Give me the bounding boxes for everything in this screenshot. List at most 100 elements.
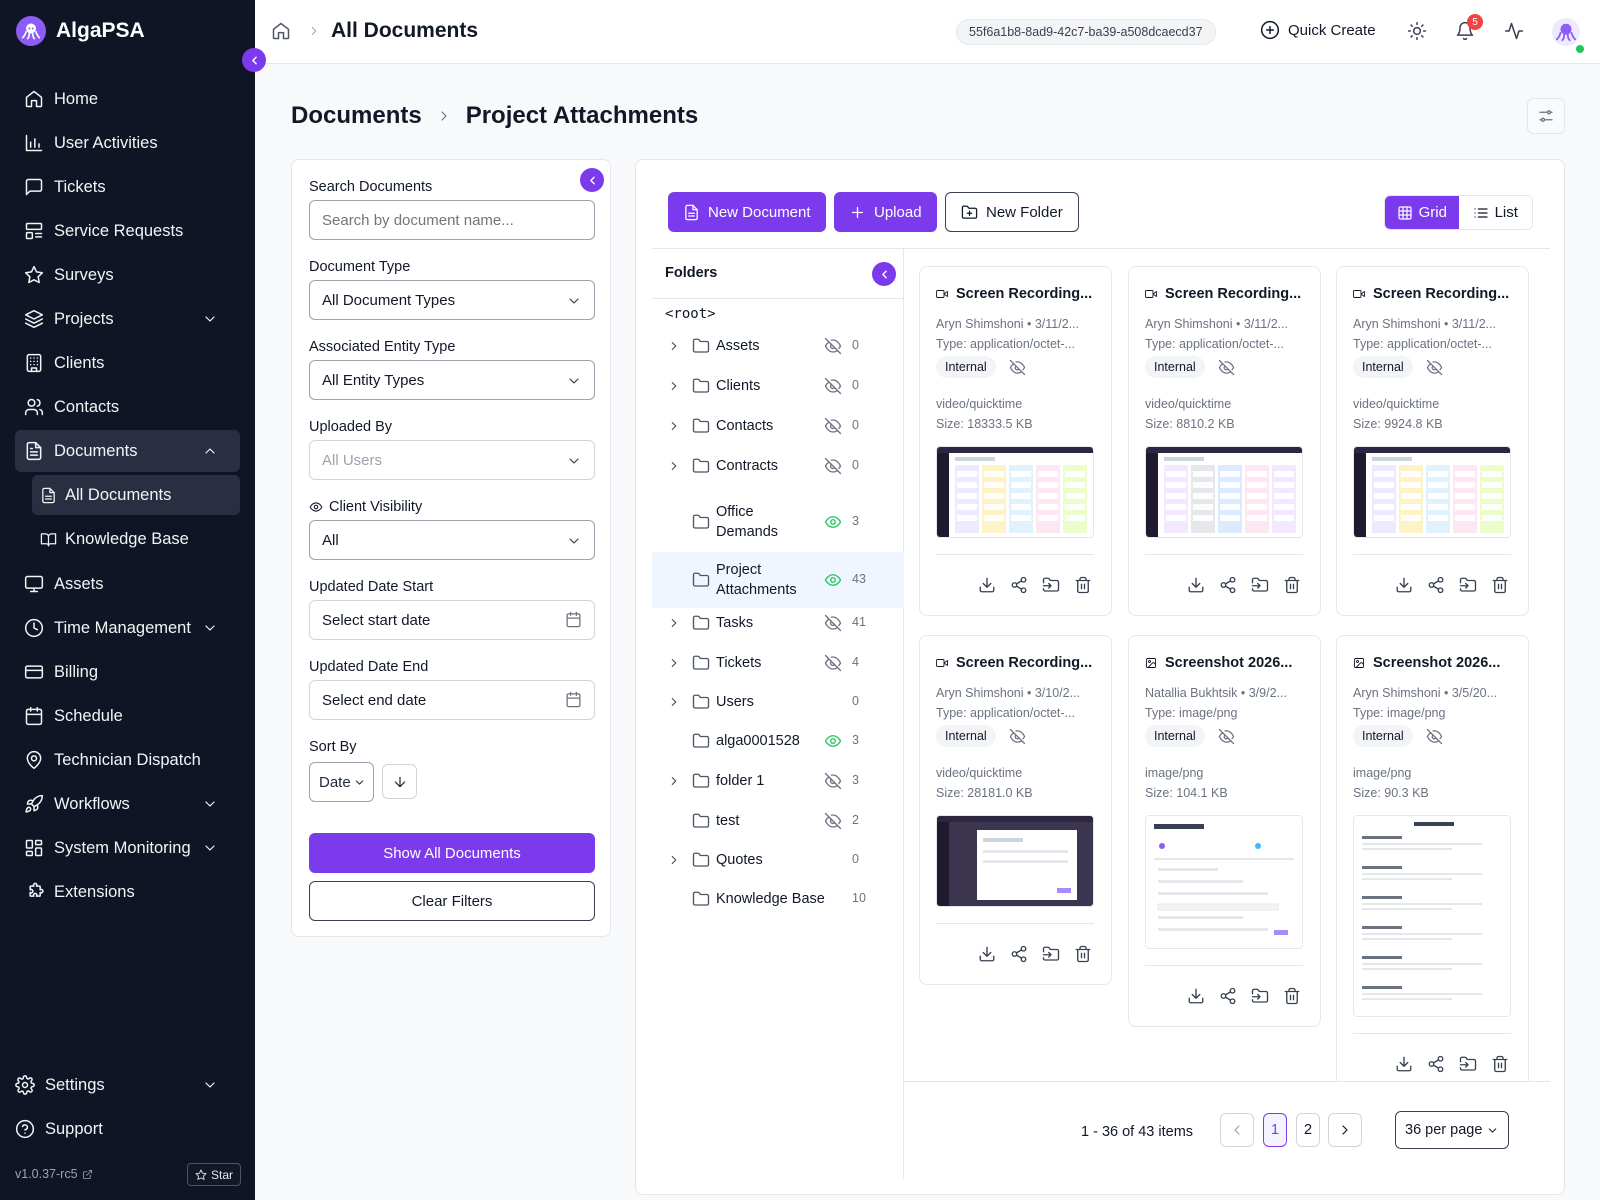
delete-button[interactable] (1074, 576, 1092, 594)
github-star-button[interactable]: Star (187, 1163, 242, 1186)
folder-item[interactable]: Office Demands 3 (652, 494, 904, 550)
header-home-button[interactable] (271, 21, 291, 41)
document-card[interactable]: Screen Recording... Aryn Shimshoni • 3/11… (1128, 266, 1321, 616)
move-button[interactable] (1459, 576, 1477, 594)
document-thumbnail[interactable] (1145, 815, 1303, 949)
share-button[interactable] (1010, 945, 1028, 963)
folder-item[interactable]: Tasks 41 (652, 607, 904, 639)
sidebar-item-clients[interactable]: Clients (15, 342, 240, 384)
upload-button[interactable]: Upload (834, 192, 937, 232)
client-visibility-select[interactable]: All (309, 520, 595, 560)
folder-item[interactable]: Contacts 0 (652, 410, 904, 442)
sidebar-item-home[interactable]: Home (15, 78, 240, 120)
folder-item[interactable]: test 2 (652, 805, 904, 837)
move-button[interactable] (1251, 576, 1269, 594)
document-title[interactable]: Screen Recording... (1145, 286, 1301, 302)
folder-item[interactable]: Users 0 (652, 686, 904, 718)
download-button[interactable] (1395, 576, 1413, 594)
quick-create-button[interactable]: Quick Create (1260, 20, 1376, 40)
notifications-button[interactable] (1455, 21, 1475, 41)
folder-root[interactable]: <root> (665, 306, 716, 322)
per-page-select[interactable]: 36 per page (1395, 1111, 1509, 1149)
folder-item[interactable]: Project Attachments 43 (652, 552, 904, 608)
document-card[interactable]: Screen Recording... Aryn Shimshoni • 3/11… (1336, 266, 1529, 616)
document-title[interactable]: Screenshot 2026... (1353, 655, 1500, 671)
folder-item[interactable]: Knowledge Base 10 (652, 883, 904, 915)
folder-item[interactable]: alga0001528 3 (652, 725, 904, 757)
new-folder-button[interactable]: New Folder (945, 192, 1079, 232)
activity-button[interactable] (1504, 21, 1524, 41)
theme-toggle-button[interactable] (1407, 21, 1427, 41)
sidebar-item-projects[interactable]: Projects (15, 298, 240, 340)
document-thumbnail[interactable] (1353, 446, 1511, 538)
sidebar-collapse-button[interactable] (242, 48, 266, 72)
document-title[interactable]: Screen Recording... (1353, 286, 1509, 302)
sidebar-subitem-all-documents[interactable]: All Documents (32, 475, 240, 515)
sidebar-item-time-management[interactable]: Time Management (15, 607, 240, 649)
sidebar-item-schedule[interactable]: Schedule (15, 695, 240, 737)
date-start-picker[interactable]: Select start date (309, 600, 595, 640)
download-button[interactable] (1187, 576, 1205, 594)
document-type-select[interactable]: All Document Types (309, 280, 595, 320)
search-input[interactable] (309, 200, 595, 240)
sort-by-select[interactable]: Date (309, 762, 374, 802)
sidebar-item-workflows[interactable]: Workflows (15, 783, 240, 825)
delete-button[interactable] (1074, 945, 1092, 963)
view-settings-button[interactable] (1527, 98, 1565, 134)
delete-button[interactable] (1283, 576, 1301, 594)
previous-page-button[interactable] (1220, 1113, 1254, 1147)
move-button[interactable] (1459, 1055, 1477, 1073)
page-2-button[interactable]: 2 (1296, 1113, 1320, 1147)
document-card[interactable]: Screenshot 2026... Natallia Bukhtsik • 3/… (1128, 635, 1321, 1027)
brand[interactable]: AlgaPSA (16, 16, 145, 46)
page-1-button[interactable]: 1 (1263, 1113, 1287, 1147)
user-avatar[interactable] (1552, 18, 1580, 46)
move-button[interactable] (1251, 987, 1269, 1005)
next-page-button[interactable] (1328, 1113, 1362, 1147)
app-version-link[interactable]: v1.0.37-rc5 (15, 1167, 93, 1181)
sidebar-item-support[interactable]: Support (15, 1108, 240, 1150)
folder-item[interactable]: Quotes 0 (652, 844, 904, 876)
sidebar-item-documents[interactable]: Documents (15, 430, 240, 472)
document-card[interactable]: Screen Recording... Aryn Shimshoni • 3/11… (919, 266, 1112, 616)
move-button[interactable] (1042, 945, 1060, 963)
date-end-picker[interactable]: Select end date (309, 680, 595, 720)
sidebar-item-tickets[interactable]: Tickets (15, 166, 240, 208)
sidebar-item-service-requests[interactable]: Service Requests (15, 210, 240, 252)
delete-button[interactable] (1491, 576, 1509, 594)
share-button[interactable] (1010, 576, 1028, 594)
sort-direction-button[interactable] (382, 764, 417, 799)
sidebar-item-surveys[interactable]: Surveys (15, 254, 240, 296)
sidebar-item-system-monitoring[interactable]: System Monitoring (15, 827, 240, 869)
share-button[interactable] (1427, 1055, 1445, 1073)
sidebar-item-contacts[interactable]: Contacts (15, 386, 240, 428)
delete-button[interactable] (1283, 987, 1301, 1005)
document-card[interactable]: Screenshot 2026... Aryn Shimshoni • 3/5/2… (1336, 635, 1529, 1081)
delete-button[interactable] (1491, 1055, 1509, 1073)
sidebar-item-technician-dispatch[interactable]: Technician Dispatch (15, 739, 240, 781)
folder-item[interactable]: Tickets 4 (652, 647, 904, 679)
new-document-button[interactable]: New Document (668, 192, 826, 232)
filters-collapse-button[interactable] (580, 168, 604, 192)
folder-item[interactable]: Clients 0 (652, 370, 904, 402)
document-thumbnail[interactable] (936, 446, 1094, 538)
sidebar-item-assets[interactable]: Assets (15, 563, 240, 605)
folder-item[interactable]: Assets 0 (652, 330, 904, 362)
list-view-button[interactable]: List (1459, 196, 1533, 229)
sidebar-item-settings[interactable]: Settings (15, 1064, 240, 1106)
sidebar-item-billing[interactable]: Billing (15, 651, 240, 693)
sidebar-item-user-activities[interactable]: User Activities (15, 122, 240, 164)
folder-item[interactable]: folder 1 3 (652, 765, 904, 797)
sidebar-subitem-knowledge-base[interactable]: Knowledge Base (32, 519, 240, 559)
document-title[interactable]: Screen Recording... (936, 286, 1092, 302)
document-thumbnail[interactable] (1353, 815, 1511, 1017)
document-title[interactable]: Screenshot 2026... (1145, 655, 1292, 671)
grid-view-button[interactable]: Grid (1385, 196, 1459, 229)
download-button[interactable] (1187, 987, 1205, 1005)
download-button[interactable] (1395, 1055, 1413, 1073)
folders-collapse-button[interactable] (872, 262, 896, 286)
share-button[interactable] (1219, 576, 1237, 594)
folder-item[interactable]: Contracts 0 (652, 450, 904, 482)
share-button[interactable] (1219, 987, 1237, 1005)
clear-filters-button[interactable]: Clear Filters (309, 881, 595, 921)
